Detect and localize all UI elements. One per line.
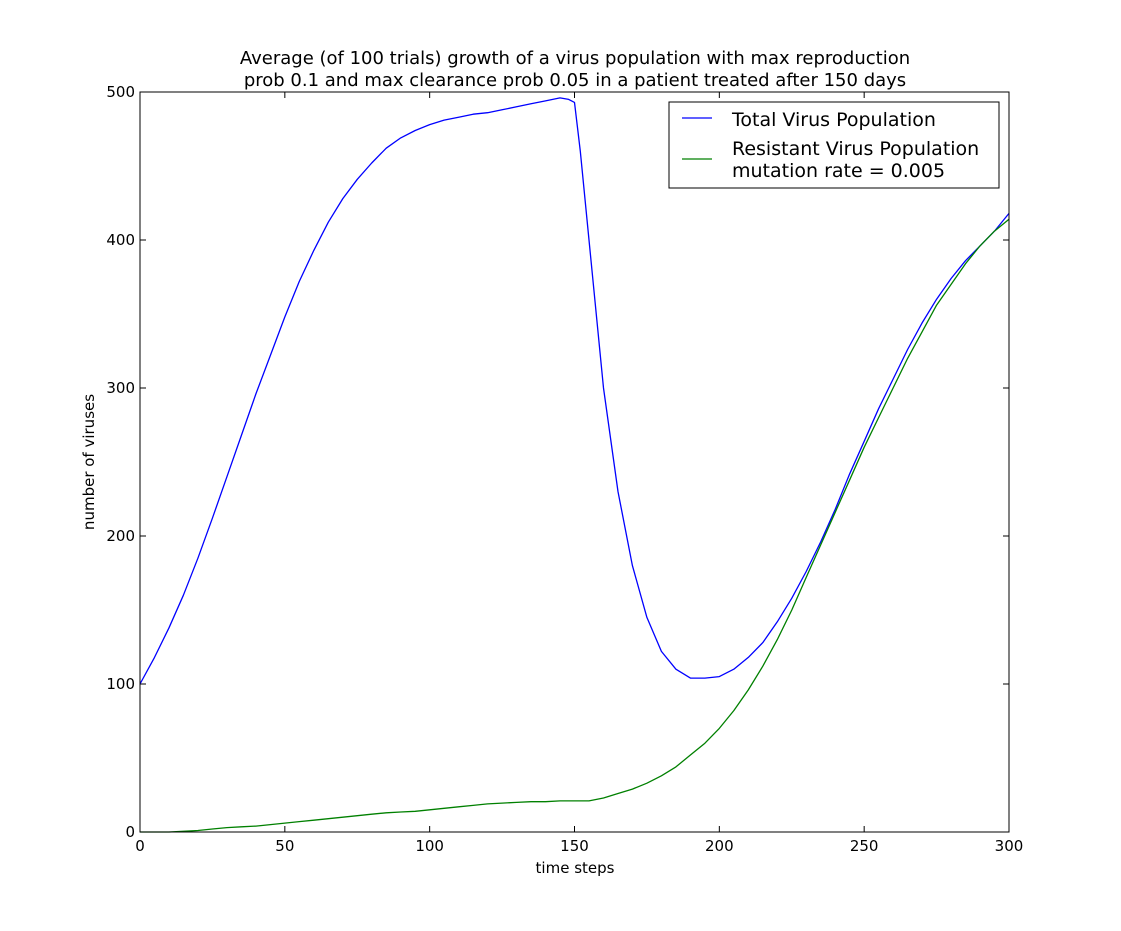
chart-title-line-2: prob 0.1 and max clearance prob 0.05 in … bbox=[244, 70, 906, 91]
x-tick-label: 100 bbox=[415, 837, 444, 855]
series-line-resistant-virus bbox=[140, 218, 1010, 833]
y-tick-label: 200 bbox=[106, 527, 135, 545]
axis-ticks: 0 50 100 150 200 250 300 0 100 200 300 400 500 bbox=[106, 83, 1023, 855]
series-line-total-virus bbox=[139, 97, 1010, 685]
x-tick-label: 200 bbox=[705, 837, 734, 855]
series-lines bbox=[139, 97, 1010, 833]
plot-frame bbox=[139, 91, 1010, 833]
y-axis-label: number of viruses bbox=[80, 394, 98, 530]
legend-label-resistant-virus: Resistant Virus Population mutation rate … bbox=[732, 138, 979, 182]
legend-box bbox=[668, 101, 1000, 189]
legend-label-total-virus: Total Virus Population bbox=[731, 109, 936, 131]
x-tick-label: 250 bbox=[850, 837, 879, 855]
y-tick-label: 500 bbox=[106, 83, 135, 101]
y-tick-label: 400 bbox=[106, 231, 135, 249]
y-tick-label: 100 bbox=[106, 675, 135, 693]
legend-label-line: Total Virus Population bbox=[731, 109, 936, 131]
x-tick-label: 150 bbox=[560, 837, 589, 855]
x-tick-label: 50 bbox=[275, 837, 294, 855]
y-tick-label: 300 bbox=[106, 379, 135, 397]
x-axis-label: time steps bbox=[536, 859, 615, 877]
x-tick-label: 0 bbox=[135, 837, 145, 855]
legend-label-line: Resistant Virus Population bbox=[732, 138, 979, 160]
legend-label-line: mutation rate = 0.005 bbox=[732, 160, 945, 182]
legend: Total Virus Population Resistant Virus P… bbox=[668, 101, 1000, 189]
x-tick-label: 300 bbox=[995, 837, 1024, 855]
y-tick-label: 0 bbox=[125, 823, 135, 841]
chart-title-line-1: Average (of 100 trials) growth of a viru… bbox=[240, 48, 910, 69]
